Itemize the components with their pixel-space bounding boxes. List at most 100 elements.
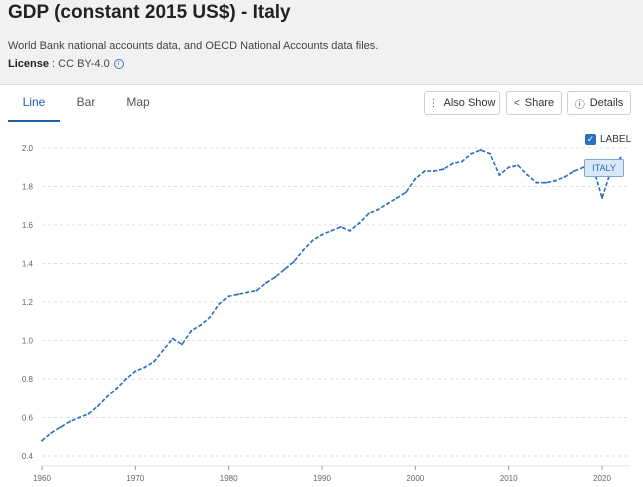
x-tick-label: 1980 bbox=[220, 474, 238, 483]
details-button[interactable]: ⓘ Details bbox=[567, 91, 631, 115]
details-label: Details bbox=[589, 97, 624, 109]
data-point bbox=[451, 162, 454, 165]
tab-line[interactable]: Line bbox=[8, 85, 60, 122]
y-tick-label: 1.0 bbox=[22, 337, 34, 346]
data-point bbox=[619, 156, 622, 159]
line-chart: 0.4 0.6 0.8 1.0 1.2 1.4 1.6 1.8 2.0 1960 1970 1980 1… bbox=[22, 144, 630, 483]
data-point bbox=[274, 275, 277, 278]
data-point bbox=[582, 166, 585, 169]
label-toggle-text: LABEL bbox=[600, 134, 632, 145]
data-point bbox=[489, 152, 491, 155]
data-point bbox=[59, 426, 62, 429]
page-title: GDP (constant 2015 US$) - Italy bbox=[8, 2, 291, 23]
data-point bbox=[433, 170, 435, 173]
data-point bbox=[526, 173, 529, 176]
share-label: Share bbox=[524, 97, 555, 109]
chart-card: 0.4 0.6 0.8 1.0 1.2 1.4 1.6 1.8 2.0 1960 1970 1980 1… bbox=[0, 84, 643, 487]
license-value: : CC BY-4.0 bbox=[48, 58, 110, 70]
data-point bbox=[330, 229, 333, 232]
data-point bbox=[78, 416, 81, 419]
vertical-dots-icon: ⋮ bbox=[428, 97, 439, 109]
x-tick-label: 1970 bbox=[126, 474, 144, 483]
also-show-button[interactable]: ⋮ Also Show bbox=[424, 91, 500, 115]
data-point bbox=[255, 289, 258, 292]
data-point bbox=[143, 366, 146, 369]
data-point bbox=[69, 420, 71, 423]
series-label-tag: ITALY bbox=[584, 159, 624, 177]
data-point bbox=[50, 431, 53, 434]
y-tick-label: 2.0 bbox=[22, 144, 34, 153]
data-point bbox=[106, 395, 109, 398]
data-point bbox=[209, 316, 211, 319]
data-point bbox=[414, 177, 417, 180]
data-point bbox=[386, 202, 389, 205]
license-label: License bbox=[8, 58, 49, 70]
y-tick-label: 1.6 bbox=[22, 221, 34, 230]
x-tick-label: 1960 bbox=[33, 474, 51, 483]
data-point bbox=[153, 360, 155, 363]
data-point bbox=[246, 291, 249, 294]
data-point bbox=[405, 191, 407, 194]
data-point bbox=[442, 168, 445, 171]
x-tick-label: 2020 bbox=[593, 474, 611, 483]
data-point bbox=[470, 152, 473, 155]
share-button[interactable]: < Share bbox=[506, 91, 562, 115]
info-circle-icon: ⓘ bbox=[574, 99, 585, 111]
data-point bbox=[535, 181, 538, 184]
data-point bbox=[349, 229, 351, 232]
data-point bbox=[134, 370, 137, 373]
data-point bbox=[395, 197, 398, 200]
also-show-label: Also Show bbox=[443, 97, 496, 109]
data-point bbox=[283, 268, 286, 271]
x-tick-label: 1990 bbox=[313, 474, 331, 483]
data-point bbox=[265, 281, 267, 284]
data-point bbox=[377, 208, 379, 211]
data-point bbox=[171, 337, 174, 340]
info-icon[interactable]: i bbox=[113, 59, 124, 70]
data-point bbox=[423, 170, 426, 173]
y-tick-label: 1.4 bbox=[22, 260, 34, 269]
y-tick-label: 0.4 bbox=[22, 452, 34, 461]
x-tick-label: 2010 bbox=[500, 474, 518, 483]
data-point bbox=[199, 324, 202, 327]
data-point bbox=[97, 404, 99, 407]
data-point bbox=[190, 329, 193, 332]
data-point bbox=[293, 260, 295, 263]
y-tick-label: 1.8 bbox=[22, 183, 34, 192]
data-point bbox=[181, 343, 183, 346]
data-point bbox=[87, 412, 90, 415]
data-point bbox=[358, 222, 361, 225]
data-point bbox=[115, 387, 118, 390]
data-point bbox=[507, 166, 510, 169]
tab-map[interactable]: Map bbox=[126, 95, 150, 109]
data-point bbox=[563, 175, 566, 178]
data-point bbox=[367, 212, 370, 215]
data-point bbox=[41, 439, 43, 442]
y-tick-label: 1.2 bbox=[22, 298, 34, 307]
y-tick-label: 0.6 bbox=[22, 414, 34, 423]
data-point bbox=[461, 160, 463, 163]
source-note: World Bank national accounts data, and O… bbox=[8, 40, 379, 52]
data-point bbox=[218, 302, 221, 305]
data-point bbox=[517, 164, 519, 167]
data-point bbox=[601, 197, 603, 200]
data-point bbox=[498, 173, 501, 176]
label-toggle[interactable]: ✓ LABEL bbox=[585, 134, 631, 145]
data-point bbox=[311, 239, 314, 242]
tab-bar[interactable]: Bar bbox=[76, 95, 96, 109]
data-point bbox=[573, 170, 575, 173]
data-point bbox=[302, 249, 305, 252]
data-point bbox=[479, 148, 482, 151]
data-point bbox=[321, 233, 323, 236]
y-tick-label: 0.8 bbox=[22, 375, 34, 384]
x-tick-label: 2000 bbox=[406, 474, 424, 483]
license-line: License : CC BY-4.0 i bbox=[8, 58, 124, 70]
share-icon: < bbox=[513, 97, 520, 109]
data-point bbox=[125, 378, 127, 380]
data-point bbox=[545, 181, 547, 184]
data-point bbox=[554, 179, 557, 182]
data-point bbox=[162, 349, 165, 352]
data-point bbox=[237, 293, 239, 296]
data-point bbox=[227, 295, 230, 298]
checkbox-checked-icon[interactable]: ✓ bbox=[585, 134, 596, 145]
